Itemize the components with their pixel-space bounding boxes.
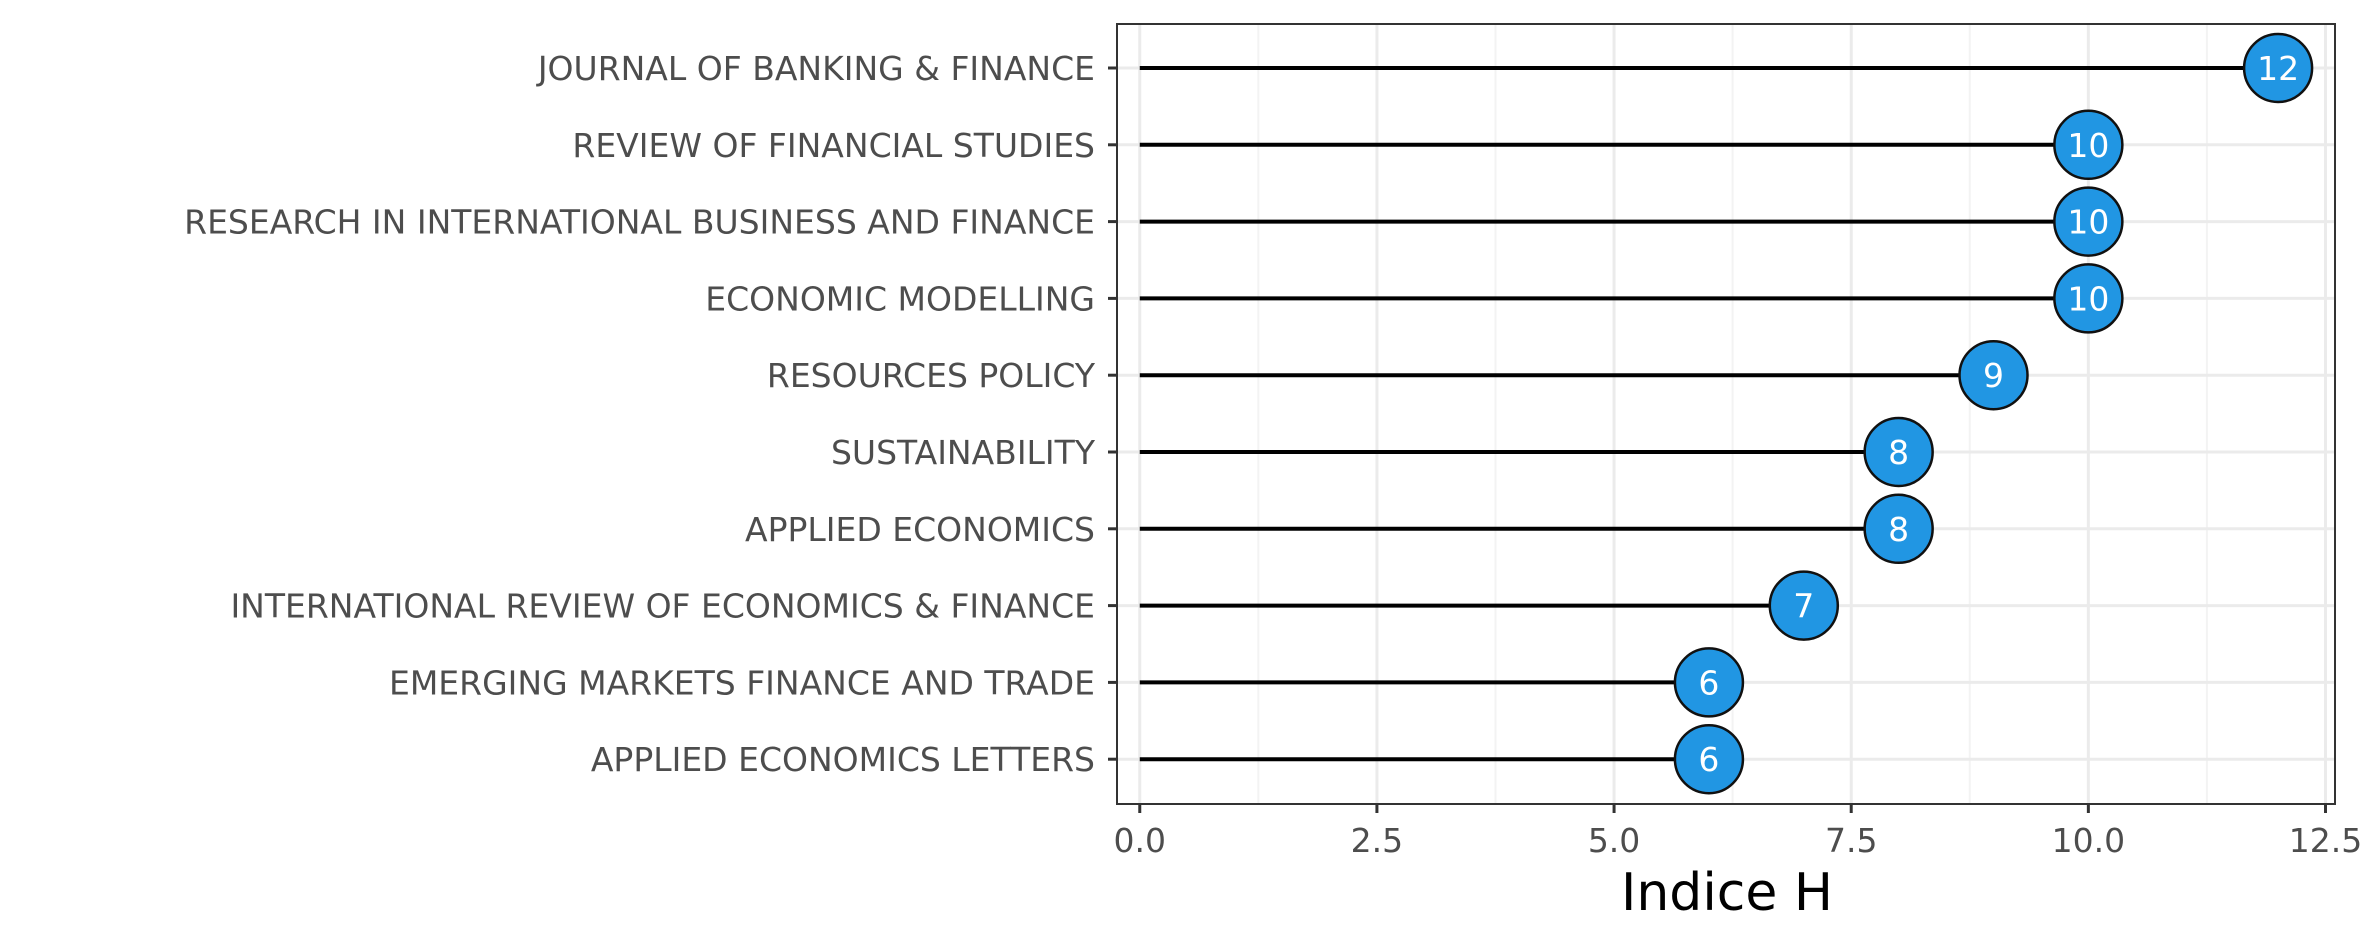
x-axis: 0.0 2.5 5.0 7.5 10.0 12.5	[1114, 804, 2362, 860]
lollipop-point	[1958, 339, 2029, 411]
y-tick-label: APPLIED ECONOMICS LETTERS	[591, 740, 1095, 779]
value-label: 8	[1888, 433, 1909, 472]
value-label: 12	[2257, 49, 2299, 88]
value-label: 7	[1793, 587, 1814, 626]
x-tick-label: 2.5	[1351, 821, 1403, 860]
x-tick-label: 12.5	[2289, 821, 2362, 860]
value-label: 9	[1983, 356, 2004, 395]
y-tick-label: EMERGING MARKETS FINANCE AND TRADE	[389, 663, 1095, 702]
x-tick-label: 10.0	[2052, 821, 2125, 860]
y-tick-label: ECONOMIC MODELLING	[705, 279, 1095, 318]
value-label: 10	[2067, 279, 2109, 318]
y-tick-label: SUSTAINABILITY	[831, 433, 1096, 472]
lollipop-point	[2053, 186, 2124, 257]
lollipop-point	[1863, 416, 1934, 488]
lollipop-point	[1863, 493, 1934, 565]
y-tick-label: RESEARCH IN INTERNATIONAL BUSINESS AND F…	[184, 203, 1095, 242]
panel-border	[1116, 23, 2336, 805]
y-axis: JOURNAL OF BANKING & FINANCE REVIEW OF FI…	[184, 49, 1117, 779]
y-tick-label: JOURNAL OF BANKING & FINANCE	[536, 49, 1095, 88]
lollipop-point	[2242, 32, 2314, 104]
y-tick-label: APPLIED ECONOMICS	[745, 510, 1095, 549]
x-tick-label: 7.5	[1825, 821, 1877, 860]
lollipop-point	[1673, 647, 1745, 718]
x-tick-label: 5.0	[1588, 821, 1640, 860]
x-tick-label: 0.0	[1114, 821, 1166, 860]
lollipop-point	[2053, 109, 2124, 181]
lollipop-points	[1673, 32, 2314, 795]
lollipop-point	[1673, 723, 1745, 795]
y-tick-label: REVIEW OF FINANCIAL STUDIES	[572, 126, 1095, 165]
lollipop-point	[2053, 263, 2124, 334]
value-label: 8	[1888, 510, 1909, 549]
value-label: 10	[2067, 126, 2109, 165]
lollipop-stems	[1139, 66, 2279, 762]
y-tick-label: RESOURCES POLICY	[767, 356, 1096, 395]
x-axis-title: Indice H	[1621, 863, 1833, 923]
y-tick-label: INTERNATIONAL REVIEW OF ECONOMICS & FINA…	[230, 587, 1095, 626]
value-labels: 12 10 10 10 9 8 8 7 6 6	[1698, 49, 2299, 779]
lollipop-point	[1768, 570, 1840, 641]
value-label: 6	[1698, 663, 1719, 702]
value-label: 10	[2067, 203, 2109, 242]
value-label: 6	[1698, 740, 1719, 779]
